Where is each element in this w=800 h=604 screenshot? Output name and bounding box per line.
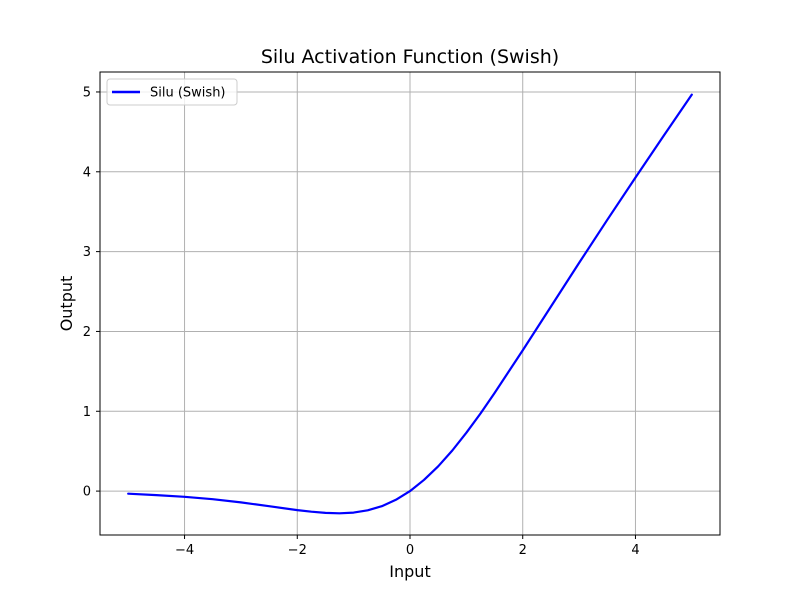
y-tick-label: 0 (83, 485, 91, 500)
y-tick-label: 1 (83, 405, 91, 420)
x-tick-label: 0 (406, 543, 414, 558)
legend-box (106, 78, 238, 106)
y-tick-label: 2 (83, 325, 91, 340)
x-tick-label: −2 (288, 543, 307, 558)
legend: Silu (Swish) (106, 78, 238, 106)
series-line (127, 93, 693, 515)
y-axis-ticks: 0 1 2 3 4 5 (83, 85, 100, 500)
grid (100, 72, 720, 535)
legend-entry-label: Silu (Swish) (150, 86, 226, 101)
x-tick-label: 4 (631, 543, 639, 558)
x-axis-title: Input (389, 562, 430, 581)
y-axis-title: Output (57, 276, 76, 332)
y-tick-label: 5 (83, 85, 91, 100)
y-tick-label: 4 (83, 165, 91, 180)
x-tick-label: 2 (519, 543, 527, 558)
chart-title: Silu Activation Function (Swish) (261, 46, 559, 68)
y-tick-label: 3 (83, 245, 91, 260)
series-layer (127, 93, 693, 515)
x-axis-ticks: −4 −2 0 2 4 (175, 535, 640, 558)
x-tick-label: −4 (175, 543, 194, 558)
